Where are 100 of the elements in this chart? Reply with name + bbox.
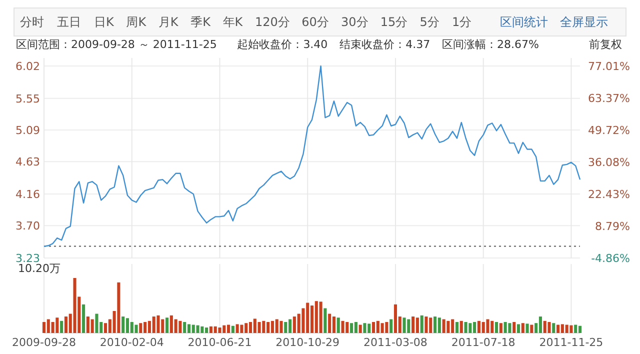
bar bbox=[319, 302, 322, 333]
bar bbox=[134, 324, 138, 333]
bar bbox=[412, 316, 415, 333]
bar bbox=[174, 319, 178, 333]
bar bbox=[416, 318, 419, 333]
y-tick-label: 3.23 bbox=[16, 252, 40, 265]
x-tick-label: 2010-02-04 bbox=[100, 336, 164, 349]
text: 120分 bbox=[255, 15, 290, 29]
bar bbox=[556, 324, 560, 333]
bar bbox=[508, 323, 512, 333]
bar bbox=[363, 323, 366, 333]
bar bbox=[380, 323, 384, 333]
y2-tick-label: -4.86% bbox=[591, 252, 630, 265]
y2-tick-label: 63.37% bbox=[588, 92, 630, 105]
x-tick-label: 2011-07-18 bbox=[451, 336, 516, 349]
y-tick-label: 5.09 bbox=[16, 124, 40, 137]
text: 分时 bbox=[20, 15, 44, 29]
text: 区间统计 bbox=[500, 15, 548, 29]
bar bbox=[504, 322, 507, 333]
text: 起始收盘价：3.40 bbox=[237, 38, 328, 51]
bar bbox=[90, 319, 94, 333]
bar bbox=[258, 322, 261, 333]
bar bbox=[42, 322, 46, 333]
text: 季K bbox=[190, 15, 212, 29]
bar bbox=[565, 324, 568, 333]
x-tick-label: 2010-06-21 bbox=[188, 336, 252, 349]
bar bbox=[196, 325, 200, 333]
y2-tick-label: 49.72% bbox=[588, 124, 630, 137]
bar bbox=[82, 304, 86, 333]
bar bbox=[56, 318, 59, 333]
bar bbox=[280, 320, 283, 333]
bar bbox=[354, 322, 358, 333]
bar bbox=[433, 316, 437, 333]
text: 30分 bbox=[341, 15, 368, 29]
text: 五日 bbox=[57, 15, 81, 29]
y-tick-label: 4.63 bbox=[16, 156, 40, 169]
bar bbox=[156, 315, 160, 333]
y-tick-label: 5.55 bbox=[16, 92, 40, 106]
bar bbox=[341, 320, 344, 333]
bar bbox=[240, 324, 244, 333]
bar bbox=[420, 315, 424, 333]
bar bbox=[236, 324, 239, 333]
bar bbox=[530, 324, 534, 333]
bar bbox=[178, 320, 182, 333]
y2-tick-label: 77.01% bbox=[588, 60, 630, 73]
bar bbox=[332, 316, 336, 333]
bar bbox=[574, 324, 578, 333]
bar bbox=[516, 324, 520, 333]
bar bbox=[521, 323, 524, 333]
bar bbox=[358, 324, 362, 333]
bar bbox=[390, 319, 393, 333]
bar bbox=[548, 322, 551, 333]
bar bbox=[578, 326, 582, 333]
bar bbox=[570, 325, 573, 333]
bar bbox=[248, 322, 252, 333]
text: 区间涨幅：28.67% bbox=[442, 38, 539, 51]
bar bbox=[117, 282, 120, 333]
bar bbox=[460, 320, 463, 333]
text: 60分 bbox=[302, 15, 329, 29]
y-tick-label: 4.16 bbox=[16, 188, 40, 201]
bar bbox=[139, 323, 142, 333]
bar bbox=[499, 323, 502, 333]
bar bbox=[424, 316, 428, 333]
text: 周K bbox=[126, 15, 148, 29]
bar bbox=[438, 318, 441, 333]
bar bbox=[231, 326, 234, 333]
x-tick-label: 2011-03-08 bbox=[364, 336, 428, 349]
bar bbox=[350, 323, 354, 333]
text: 15分 bbox=[380, 15, 408, 29]
text: 5分 bbox=[420, 15, 440, 29]
bar bbox=[512, 322, 516, 333]
bar bbox=[402, 318, 406, 333]
x-tick-label: 2009-09-28 bbox=[12, 336, 76, 349]
bar bbox=[122, 316, 125, 333]
y2-tick-label: 22.43% bbox=[588, 188, 630, 201]
text: 区间范围：2009-09-28 ～ 2011-11-25 bbox=[16, 38, 217, 51]
bar bbox=[262, 320, 266, 333]
bar bbox=[442, 319, 446, 333]
text: 月K bbox=[158, 15, 180, 29]
bar bbox=[552, 323, 556, 333]
line-series bbox=[43, 65, 581, 247]
text: 前复权 bbox=[589, 38, 622, 51]
bar bbox=[104, 323, 108, 333]
bar bbox=[495, 322, 498, 333]
text: 年K bbox=[222, 15, 244, 29]
x-tick-label: 2011-11-25 bbox=[539, 336, 604, 349]
bar bbox=[455, 322, 459, 333]
text: 1分 bbox=[452, 15, 472, 29]
bar bbox=[526, 324, 529, 333]
text: 日K bbox=[94, 15, 115, 29]
bar bbox=[73, 278, 76, 333]
bar bbox=[187, 324, 191, 333]
bar bbox=[183, 322, 186, 333]
bar bbox=[486, 319, 490, 333]
bar bbox=[165, 318, 169, 333]
bar bbox=[95, 314, 98, 333]
bar bbox=[284, 322, 288, 333]
bar bbox=[336, 318, 340, 333]
bar bbox=[218, 328, 222, 333]
y-tick-label: 6.02 bbox=[16, 60, 40, 73]
